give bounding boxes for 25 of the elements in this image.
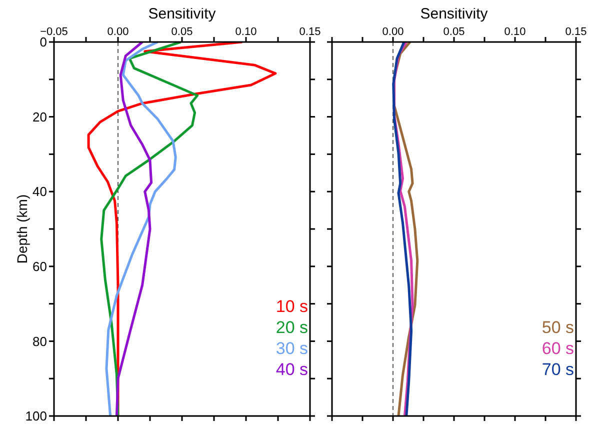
text: 40 s [276, 359, 308, 380]
x-tick-label: 0.00 [382, 26, 404, 38]
y-tick-label: 40 [32, 184, 47, 200]
x-tick-label: 0.15 [299, 26, 321, 38]
y-tick-label: 100 [25, 408, 47, 424]
y-axis-title: Depth (km) [14, 194, 30, 264]
x-axis-title: Sensitivity [148, 6, 216, 23]
x-tick-label: 0.10 [235, 26, 257, 38]
x-axis-title: Sensitivity [420, 6, 488, 23]
x-tick-label: 0.05 [443, 26, 465, 38]
x-tick-label: 0.05 [171, 26, 193, 38]
y-tick-label: 60 [32, 259, 47, 274]
text: 10 s [276, 296, 308, 317]
text: 50 s [542, 317, 574, 338]
text: 30 s [276, 338, 308, 359]
x-tick-label: 0.15 [565, 26, 587, 38]
y-tick-label: 20 [32, 109, 47, 124]
x-tick-label: 0.00 [107, 26, 129, 38]
text: 20 s [276, 317, 308, 338]
x-tick-label: 0.10 [504, 26, 526, 38]
line-series [105, 42, 177, 416]
text: 60 s [542, 338, 574, 359]
text: 70 s [542, 359, 574, 380]
y-tick-label: 80 [32, 334, 47, 349]
line-series [115, 42, 153, 416]
